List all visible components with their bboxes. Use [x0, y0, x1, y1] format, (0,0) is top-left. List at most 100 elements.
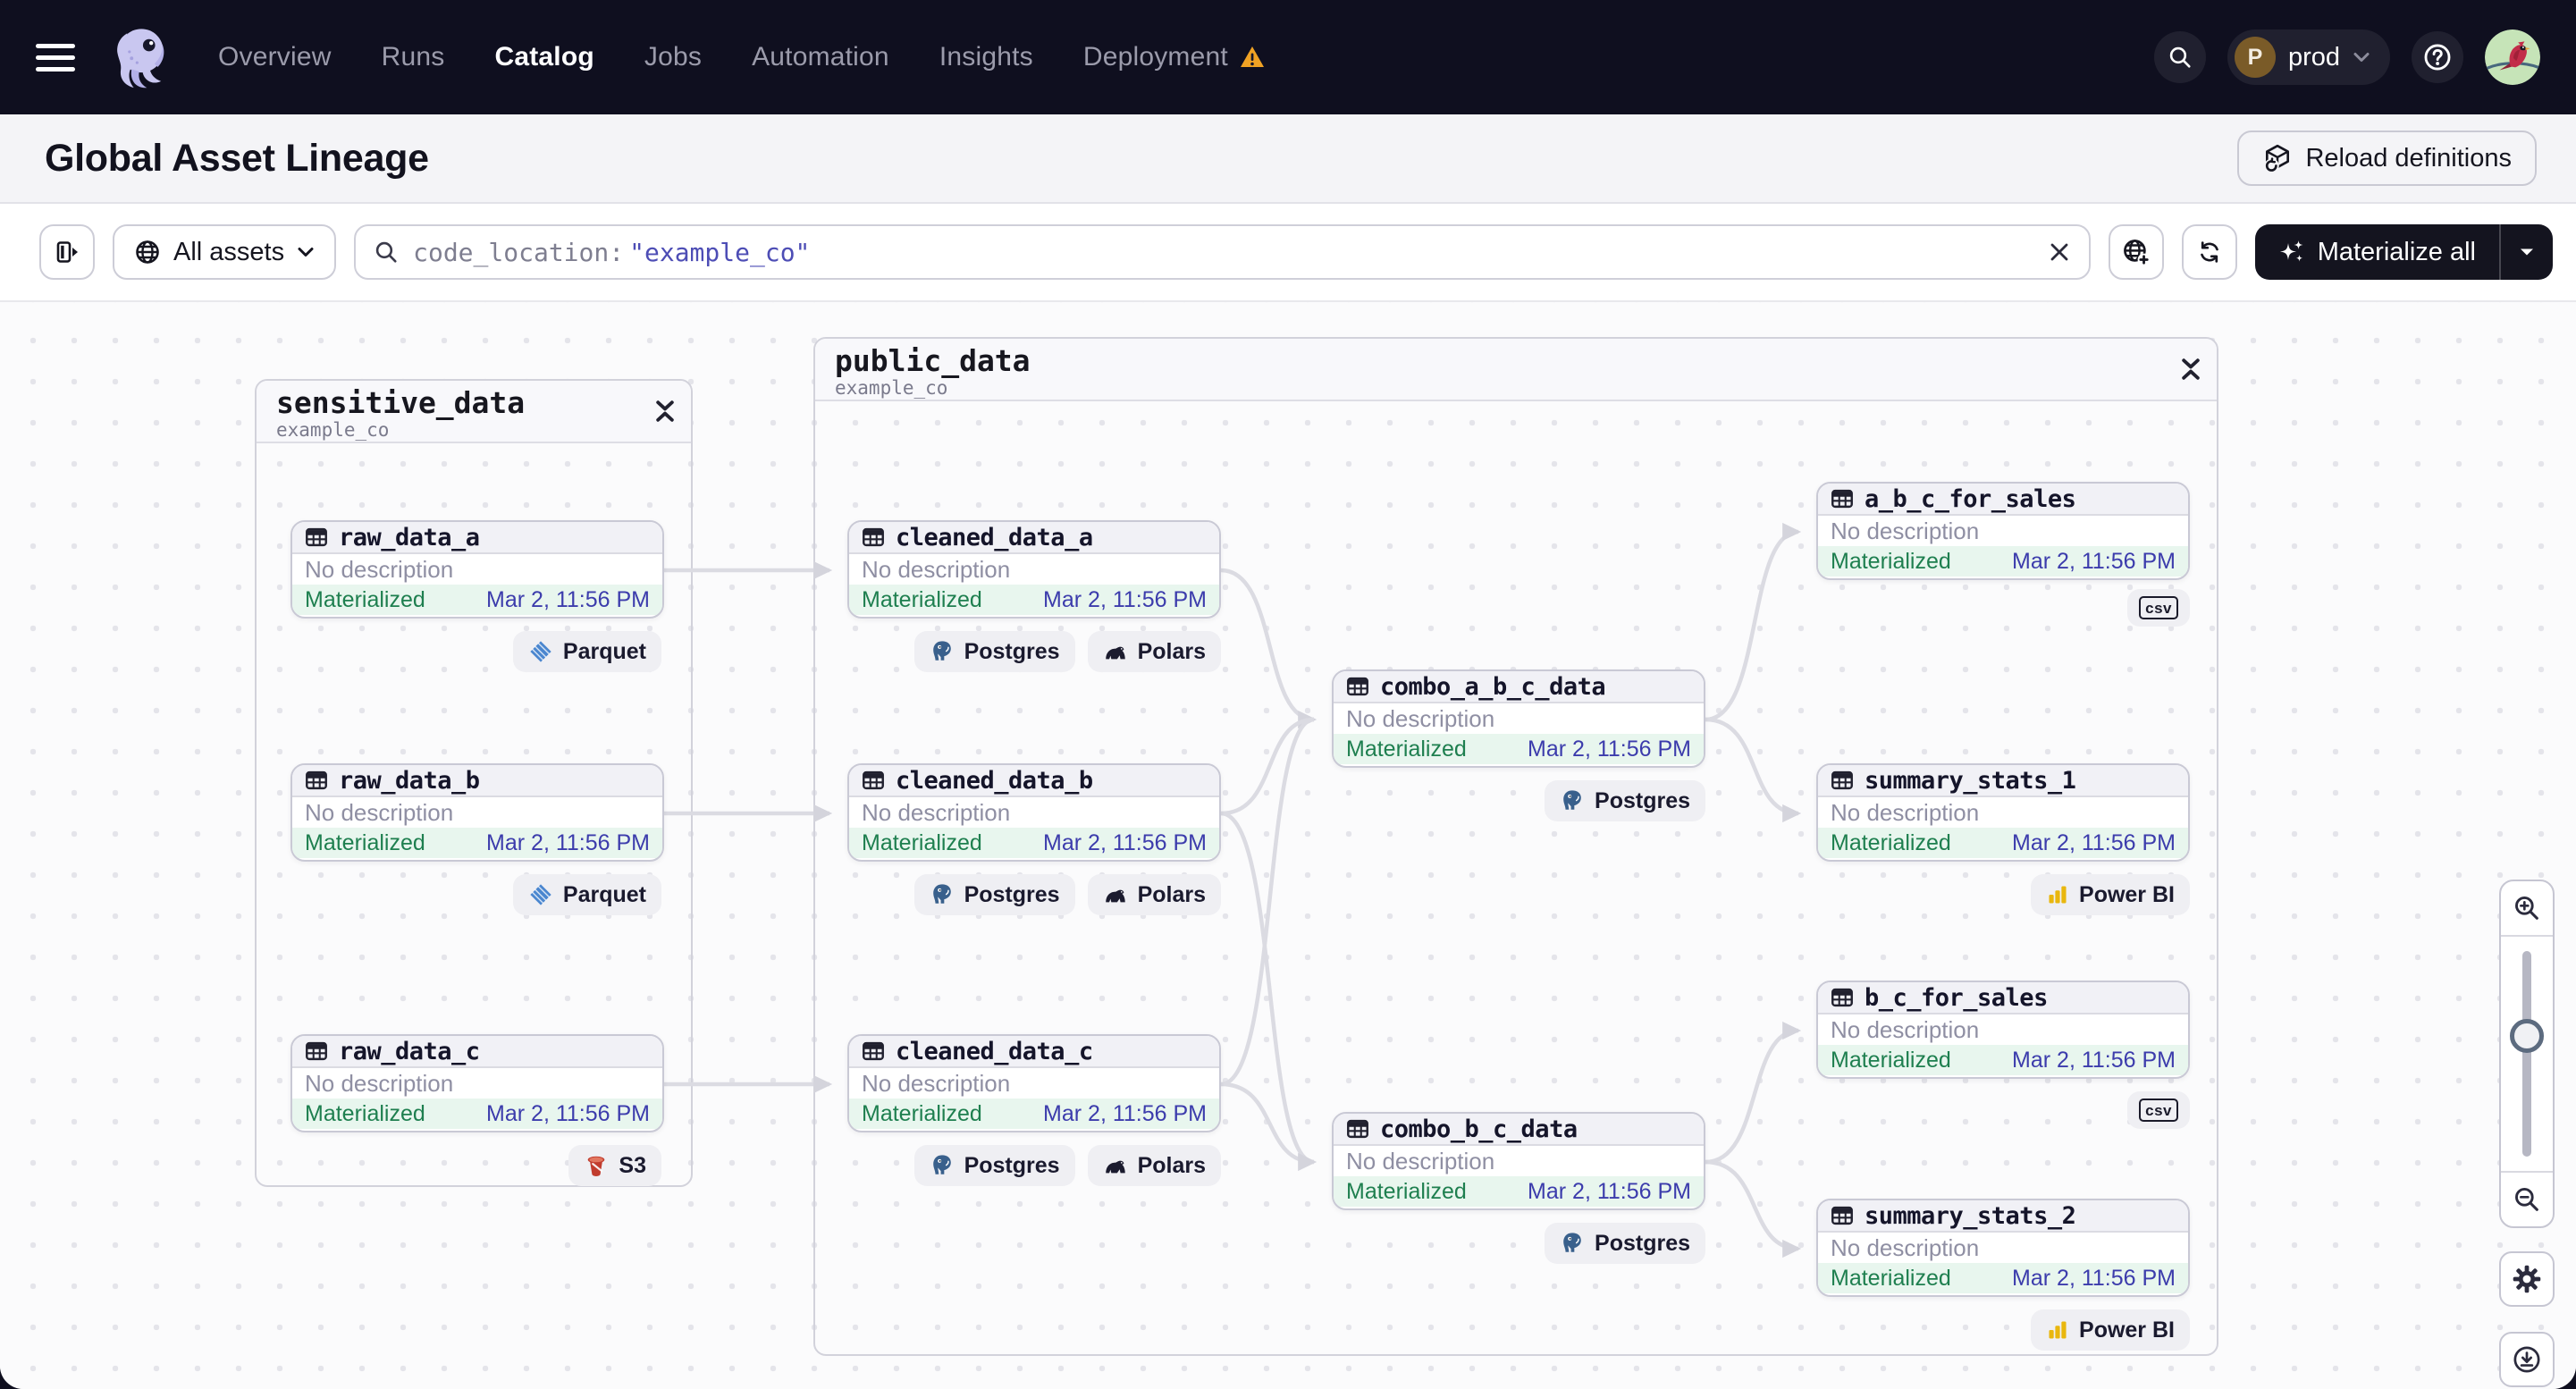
asset-filter-label: All assets — [173, 237, 285, 266]
kind-tag-postgres[interactable]: Postgres — [1545, 1223, 1705, 1264]
kind-tag-parquet[interactable]: Parquet — [512, 631, 661, 672]
clear-search-button[interactable] — [2048, 240, 2071, 264]
kind-tag-postgres[interactable]: Postgres — [913, 1145, 1075, 1186]
kind-tag-powerbi[interactable]: Power BI — [2031, 1309, 2190, 1351]
asset-node-b-c-for-sales[interactable]: b_c_for_sales No description Materialize… — [1816, 981, 2190, 1079]
asset-description: No description — [305, 555, 454, 583]
materialization-timestamp: Mar 2, 11:56 PM — [2012, 1047, 2176, 1073]
hamburger-menu-icon[interactable] — [36, 43, 75, 72]
status-badge: Materialized — [305, 1100, 425, 1126]
tag-row: S3 — [568, 1145, 661, 1186]
search-query-value: "example_co" — [629, 237, 811, 267]
asset-name: summary_stats_1 — [1865, 766, 2076, 795]
asset-graph-settings-button[interactable] — [2108, 224, 2164, 280]
kind-tag-postgres[interactable]: Postgres — [1545, 780, 1705, 821]
asset-name: raw_data_a — [339, 523, 480, 551]
nav-item-overview[interactable]: Overview — [218, 42, 332, 72]
global-search-button[interactable] — [2153, 31, 2206, 83]
kind-tag-polars[interactable]: Polars — [1087, 631, 1221, 672]
environment-switcher[interactable]: P prod — [2227, 29, 2390, 85]
table-icon — [1830, 768, 1855, 793]
lineage-toolbar: All assets code_location: "example_co" Ma… — [0, 204, 2576, 302]
materialize-all-button[interactable]: Materialize all — [2255, 224, 2499, 280]
status-badge: Materialized — [1831, 1047, 1951, 1073]
materialization-timestamp: Mar 2, 11:56 PM — [1528, 1178, 1691, 1204]
avatar-bird-image — [2485, 29, 2540, 85]
nav-item-automation[interactable]: Automation — [752, 42, 889, 72]
asset-search-input[interactable]: code_location: "example_co" — [354, 224, 2091, 280]
refresh-button[interactable] — [2181, 224, 2237, 280]
open-sidebar-button[interactable] — [39, 224, 95, 280]
table-icon — [304, 525, 329, 550]
help-button[interactable] — [2412, 31, 2463, 83]
asset-node-summary-stats-2[interactable]: summary_stats_2 No description Materiali… — [1816, 1199, 2190, 1297]
nav-item-insights[interactable]: Insights — [939, 42, 1033, 72]
csv-icon: csv — [2139, 596, 2178, 619]
group-header[interactable]: sensitive_data example_co — [257, 381, 691, 443]
sparkles-icon — [2278, 239, 2305, 265]
materialize-dropdown-button[interactable] — [2501, 224, 2553, 280]
zoom-slider-track[interactable] — [2522, 951, 2531, 1157]
kind-tag-parquet[interactable]: Parquet — [512, 874, 661, 915]
status-badge: Materialized — [1831, 548, 1951, 574]
zoom-slider[interactable] — [2501, 935, 2553, 1173]
table-icon — [861, 1039, 886, 1064]
tag-row: Postgres — [1545, 1223, 1705, 1264]
nav-item-runs[interactable]: Runs — [381, 42, 445, 72]
kind-tag-postgres[interactable]: Postgres — [913, 631, 1075, 672]
warning-triangle-icon — [1239, 44, 1266, 71]
group-header[interactable]: public_data example_co — [815, 339, 2217, 401]
dagster-logo-icon[interactable] — [105, 22, 175, 92]
nav-item-catalog[interactable]: Catalog — [494, 42, 594, 72]
status-badge: Materialized — [1346, 736, 1467, 762]
reload-definitions-button[interactable]: Reload definitions — [2237, 130, 2537, 186]
zoom-slider-handle[interactable] — [2510, 1019, 2544, 1053]
nav-item-jobs[interactable]: Jobs — [644, 42, 703, 72]
asset-node-raw-data-a[interactable]: raw_data_a No description Materialized Ma… — [290, 520, 664, 619]
cube-reload-icon — [2262, 143, 2293, 173]
kind-tag-csv[interactable]: csv — [2127, 589, 2190, 627]
lineage-canvas[interactable]: sensitive_data example_co public_data ex… — [0, 302, 2576, 1389]
collapse-group-icon[interactable] — [2179, 357, 2202, 382]
kind-tag-powerbi[interactable]: Power BI — [2031, 874, 2190, 915]
asset-node-raw-data-c[interactable]: raw_data_c No description Materialized Ma… — [290, 1034, 664, 1132]
table-icon — [304, 1039, 329, 1064]
asset-node-a-b-c-for-sales[interactable]: a_b_c_for_sales No description Materiali… — [1816, 482, 2190, 580]
kind-tag-postgres[interactable]: Postgres — [913, 874, 1075, 915]
collapse-group-icon[interactable] — [653, 399, 677, 424]
table-icon — [861, 768, 886, 793]
tag-label: Postgres — [964, 638, 1060, 664]
zoom-in-button[interactable] — [2501, 881, 2553, 935]
asset-node-summary-stats-1[interactable]: summary_stats_1 No description Materiali… — [1816, 763, 2190, 862]
graph-settings-button[interactable] — [2499, 1251, 2555, 1307]
download-image-button[interactable] — [2499, 1332, 2555, 1387]
tag-label: Polars — [1137, 638, 1206, 664]
status-badge: Materialized — [1831, 1265, 1951, 1291]
zoom-out-button[interactable] — [2501, 1173, 2553, 1226]
polars-icon — [1103, 1153, 1128, 1178]
asset-description: No description — [305, 798, 454, 826]
kind-tag-csv[interactable]: csv — [2127, 1091, 2190, 1129]
tag-label: Polars — [1137, 1152, 1206, 1178]
kind-tag-polars[interactable]: Polars — [1087, 874, 1221, 915]
asset-node-cleaned-data-b[interactable]: cleaned_data_b No description Materializ… — [847, 763, 1221, 862]
nav-right-cluster: P prod — [2153, 29, 2540, 85]
postgres-icon — [930, 639, 955, 664]
asset-filter-dropdown[interactable]: All assets — [113, 224, 337, 280]
asset-node-cleaned-data-a[interactable]: cleaned_data_a No description Materializ… — [847, 520, 1221, 619]
kind-tag-polars[interactable]: Polars — [1087, 1145, 1221, 1186]
tag-label: Postgres — [964, 1152, 1060, 1178]
user-avatar[interactable] — [2485, 29, 2540, 85]
asset-node-combo-a-b-c-data[interactable]: combo_a_b_c_data No description Material… — [1332, 669, 1705, 768]
nav-item-deployment[interactable]: Deployment — [1083, 42, 1266, 72]
page-header: Global Asset Lineage Reload definitions — [0, 114, 2576, 204]
status-badge: Materialized — [1346, 1178, 1467, 1204]
kind-tag-s3[interactable]: S3 — [568, 1145, 661, 1186]
asset-description: No description — [1831, 798, 1980, 826]
asset-node-cleaned-data-c[interactable]: cleaned_data_c No description Materializ… — [847, 1034, 1221, 1132]
materialize-all-label: Materialize all — [2317, 237, 2476, 266]
asset-node-combo-b-c-data[interactable]: combo_b_c_data No description Materializ… — [1332, 1112, 1705, 1210]
asset-node-raw-data-b[interactable]: raw_data_b No description Materialized Ma… — [290, 763, 664, 862]
globe-plus-icon — [2122, 238, 2151, 266]
